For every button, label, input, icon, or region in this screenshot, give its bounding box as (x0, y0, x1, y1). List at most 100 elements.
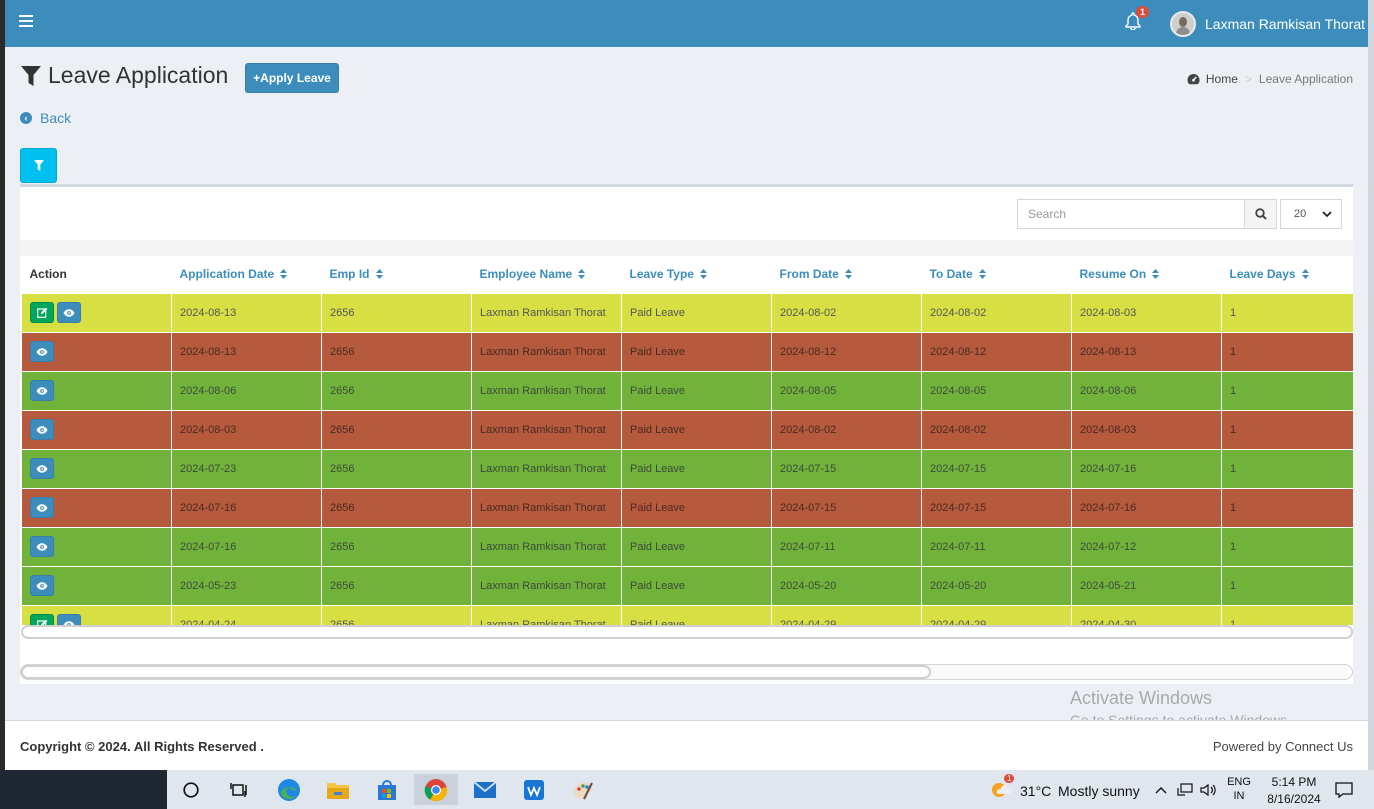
table-cell: 1 (1221, 409, 1353, 450)
page-header: Leave Application (20, 62, 228, 89)
action-center-icon[interactable] (1332, 774, 1356, 805)
table-cell: 2656 (321, 565, 472, 606)
table-cell: 2656 (321, 526, 472, 567)
watermark-title: Activate Windows (1070, 688, 1213, 708)
table-scroll-area[interactable]: Action Application Date Emp Id Employee Nam… (21, 256, 1353, 625)
table-cell: 2024-07-12 (1071, 526, 1222, 567)
action-cell (21, 448, 172, 489)
view-button[interactable] (30, 536, 54, 557)
edit-button[interactable] (30, 614, 54, 625)
sort-icon[interactable] (1152, 269, 1160, 280)
volume-icon[interactable] (1198, 774, 1220, 805)
table-cell: Paid Leave (621, 487, 772, 528)
clock-time: 5:14 PM (1271, 775, 1317, 789)
weather-temp[interactable]: 31°C (1020, 783, 1052, 799)
table-row: 2024-08-03 2656 Laxman Ramkisan Thorat Paid… (21, 409, 1353, 450)
column-header[interactable]: To Date (921, 256, 1072, 293)
table-row: 2024-07-23 2656 Laxman Ramkisan Thorat Paid… (21, 448, 1353, 489)
search-input[interactable]: Search (1017, 199, 1245, 229)
table-cell: 1 (1221, 370, 1353, 411)
chevron-up-icon[interactable] (1150, 774, 1172, 805)
copyright-text: Copyright © 2024. All Rights Reserved . (20, 739, 264, 754)
breadcrumb-home[interactable]: Home (1187, 72, 1238, 86)
table-row: 2024-05-23 2656 Laxman Ramkisan Thorat Paid… (21, 565, 1353, 606)
table-cell: 2024-07-15 (771, 448, 922, 489)
sort-icon[interactable] (375, 269, 383, 280)
chevron-down-icon (1322, 211, 1332, 218)
top-navbar: 1 Laxman Ramkisan Thorat (5, 0, 1368, 47)
view-button[interactable] (30, 575, 54, 596)
apply-leave-button[interactable]: +Apply Leave (245, 63, 339, 93)
language-indicator[interactable]: ENG IN (1224, 776, 1254, 802)
sort-icon[interactable] (978, 269, 986, 280)
table-cell: 2024-07-16 (1071, 448, 1222, 489)
search-button[interactable] (1244, 199, 1277, 229)
table-cell: 2024-05-23 (171, 565, 322, 606)
page-horizontal-scrollbar[interactable] (20, 664, 1353, 680)
view-button[interactable] (57, 614, 81, 625)
view-button[interactable] (30, 380, 54, 401)
microsoft-store-icon[interactable] (365, 774, 409, 805)
table-cell: Laxman Ramkisan Thorat (471, 292, 622, 333)
avatar (1170, 11, 1196, 37)
sort-icon[interactable] (1301, 269, 1309, 280)
network-icon[interactable] (1174, 774, 1196, 805)
table-cell: Paid Leave (621, 409, 772, 450)
edge-browser-icon[interactable] (267, 774, 311, 805)
sort-icon[interactable] (844, 269, 852, 280)
table-cell: 2024-08-02 (921, 409, 1072, 450)
weather-badge: 1 (1004, 774, 1015, 783)
weather-condition[interactable]: Mostly sunny (1058, 783, 1140, 799)
filter-button[interactable] (20, 148, 57, 183)
user-name: Laxman Ramkisan Thorat (1205, 16, 1366, 32)
table-cell: 2024-08-06 (171, 370, 322, 411)
table-cell: 2024-05-21 (1071, 565, 1222, 606)
table-cell: 1 (1221, 331, 1353, 372)
view-button[interactable] (30, 341, 54, 362)
action-cell (21, 370, 172, 411)
table-cell: Laxman Ramkisan Thorat (471, 448, 622, 489)
paint-app-icon[interactable] (561, 774, 605, 805)
sort-icon[interactable] (699, 269, 707, 280)
column-header[interactable]: Application Date (171, 256, 322, 293)
scrollbar-thumb[interactable] (21, 665, 931, 679)
table-row: 2024-04-24 2656 Laxman Ramkisan Thorat Paid… (21, 604, 1353, 625)
table-cell: 2024-07-11 (771, 526, 922, 567)
page-size-value: 20 (1294, 208, 1307, 220)
mail-icon[interactable] (463, 774, 507, 805)
column-header[interactable]: Resume On (1071, 256, 1222, 293)
cortana-search-icon[interactable] (169, 774, 213, 805)
user-menu[interactable]: Laxman Ramkisan Thorat (1170, 10, 1365, 38)
table-cell: 1 (1221, 487, 1353, 528)
view-button[interactable] (30, 497, 54, 518)
edit-button[interactable] (30, 302, 54, 323)
weather-icon[interactable]: 1 (987, 774, 1015, 805)
table-cell: 2024-04-24 (171, 604, 322, 625)
view-button[interactable] (30, 458, 54, 479)
menu-toggle-icon[interactable] (19, 15, 33, 29)
column-header[interactable]: Leave Type (621, 256, 772, 293)
whiteboard-app-icon[interactable] (512, 774, 556, 805)
table-cell: Laxman Ramkisan Thorat (471, 604, 622, 625)
sort-icon[interactable] (578, 269, 586, 280)
column-header[interactable]: From Date (771, 256, 922, 293)
view-button[interactable] (57, 302, 81, 323)
notification-bell-icon[interactable]: 1 (1125, 6, 1150, 34)
dashboard-icon (1187, 73, 1200, 85)
page-size-select[interactable]: 20 (1280, 199, 1342, 229)
view-button[interactable] (30, 419, 54, 440)
action-cell (21, 604, 172, 625)
leave-table: Action Application Date Emp Id Employee Nam… (21, 256, 1353, 625)
table-cell: 2024-07-23 (171, 448, 322, 489)
column-header[interactable]: Emp Id (321, 256, 472, 293)
column-header[interactable]: Leave Days (1221, 256, 1353, 293)
table-cell: Paid Leave (621, 448, 772, 489)
task-view-icon[interactable] (217, 774, 261, 805)
back-link[interactable]: ‹ Back (20, 110, 71, 126)
clock[interactable]: 5:14 PM 8/16/2024 (1260, 775, 1328, 806)
column-header[interactable]: Employee Name (471, 256, 622, 293)
sort-icon[interactable] (280, 269, 288, 280)
chrome-browser-icon[interactable] (414, 774, 458, 805)
table-horizontal-scrollbar[interactable] (21, 625, 1353, 639)
file-explorer-icon[interactable] (316, 774, 360, 805)
